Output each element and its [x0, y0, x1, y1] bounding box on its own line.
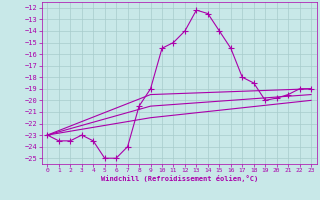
X-axis label: Windchill (Refroidissement éolien,°C): Windchill (Refroidissement éolien,°C) — [100, 175, 258, 182]
